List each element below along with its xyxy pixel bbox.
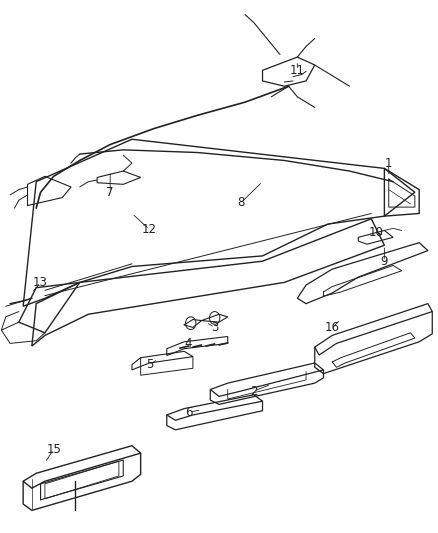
Text: 15: 15 <box>46 443 61 456</box>
Text: 9: 9 <box>381 255 388 268</box>
Text: 12: 12 <box>142 223 157 236</box>
Text: 7: 7 <box>106 186 114 199</box>
Text: 3: 3 <box>211 321 218 334</box>
Text: 10: 10 <box>368 225 383 239</box>
Text: 5: 5 <box>146 358 153 371</box>
Text: 11: 11 <box>290 64 305 77</box>
Text: 8: 8 <box>237 196 244 209</box>
Text: 1: 1 <box>385 157 392 169</box>
Text: 4: 4 <box>185 337 192 350</box>
Text: 16: 16 <box>325 321 339 334</box>
Text: 6: 6 <box>185 406 192 419</box>
Text: 2: 2 <box>250 385 258 398</box>
Text: 13: 13 <box>33 276 48 289</box>
